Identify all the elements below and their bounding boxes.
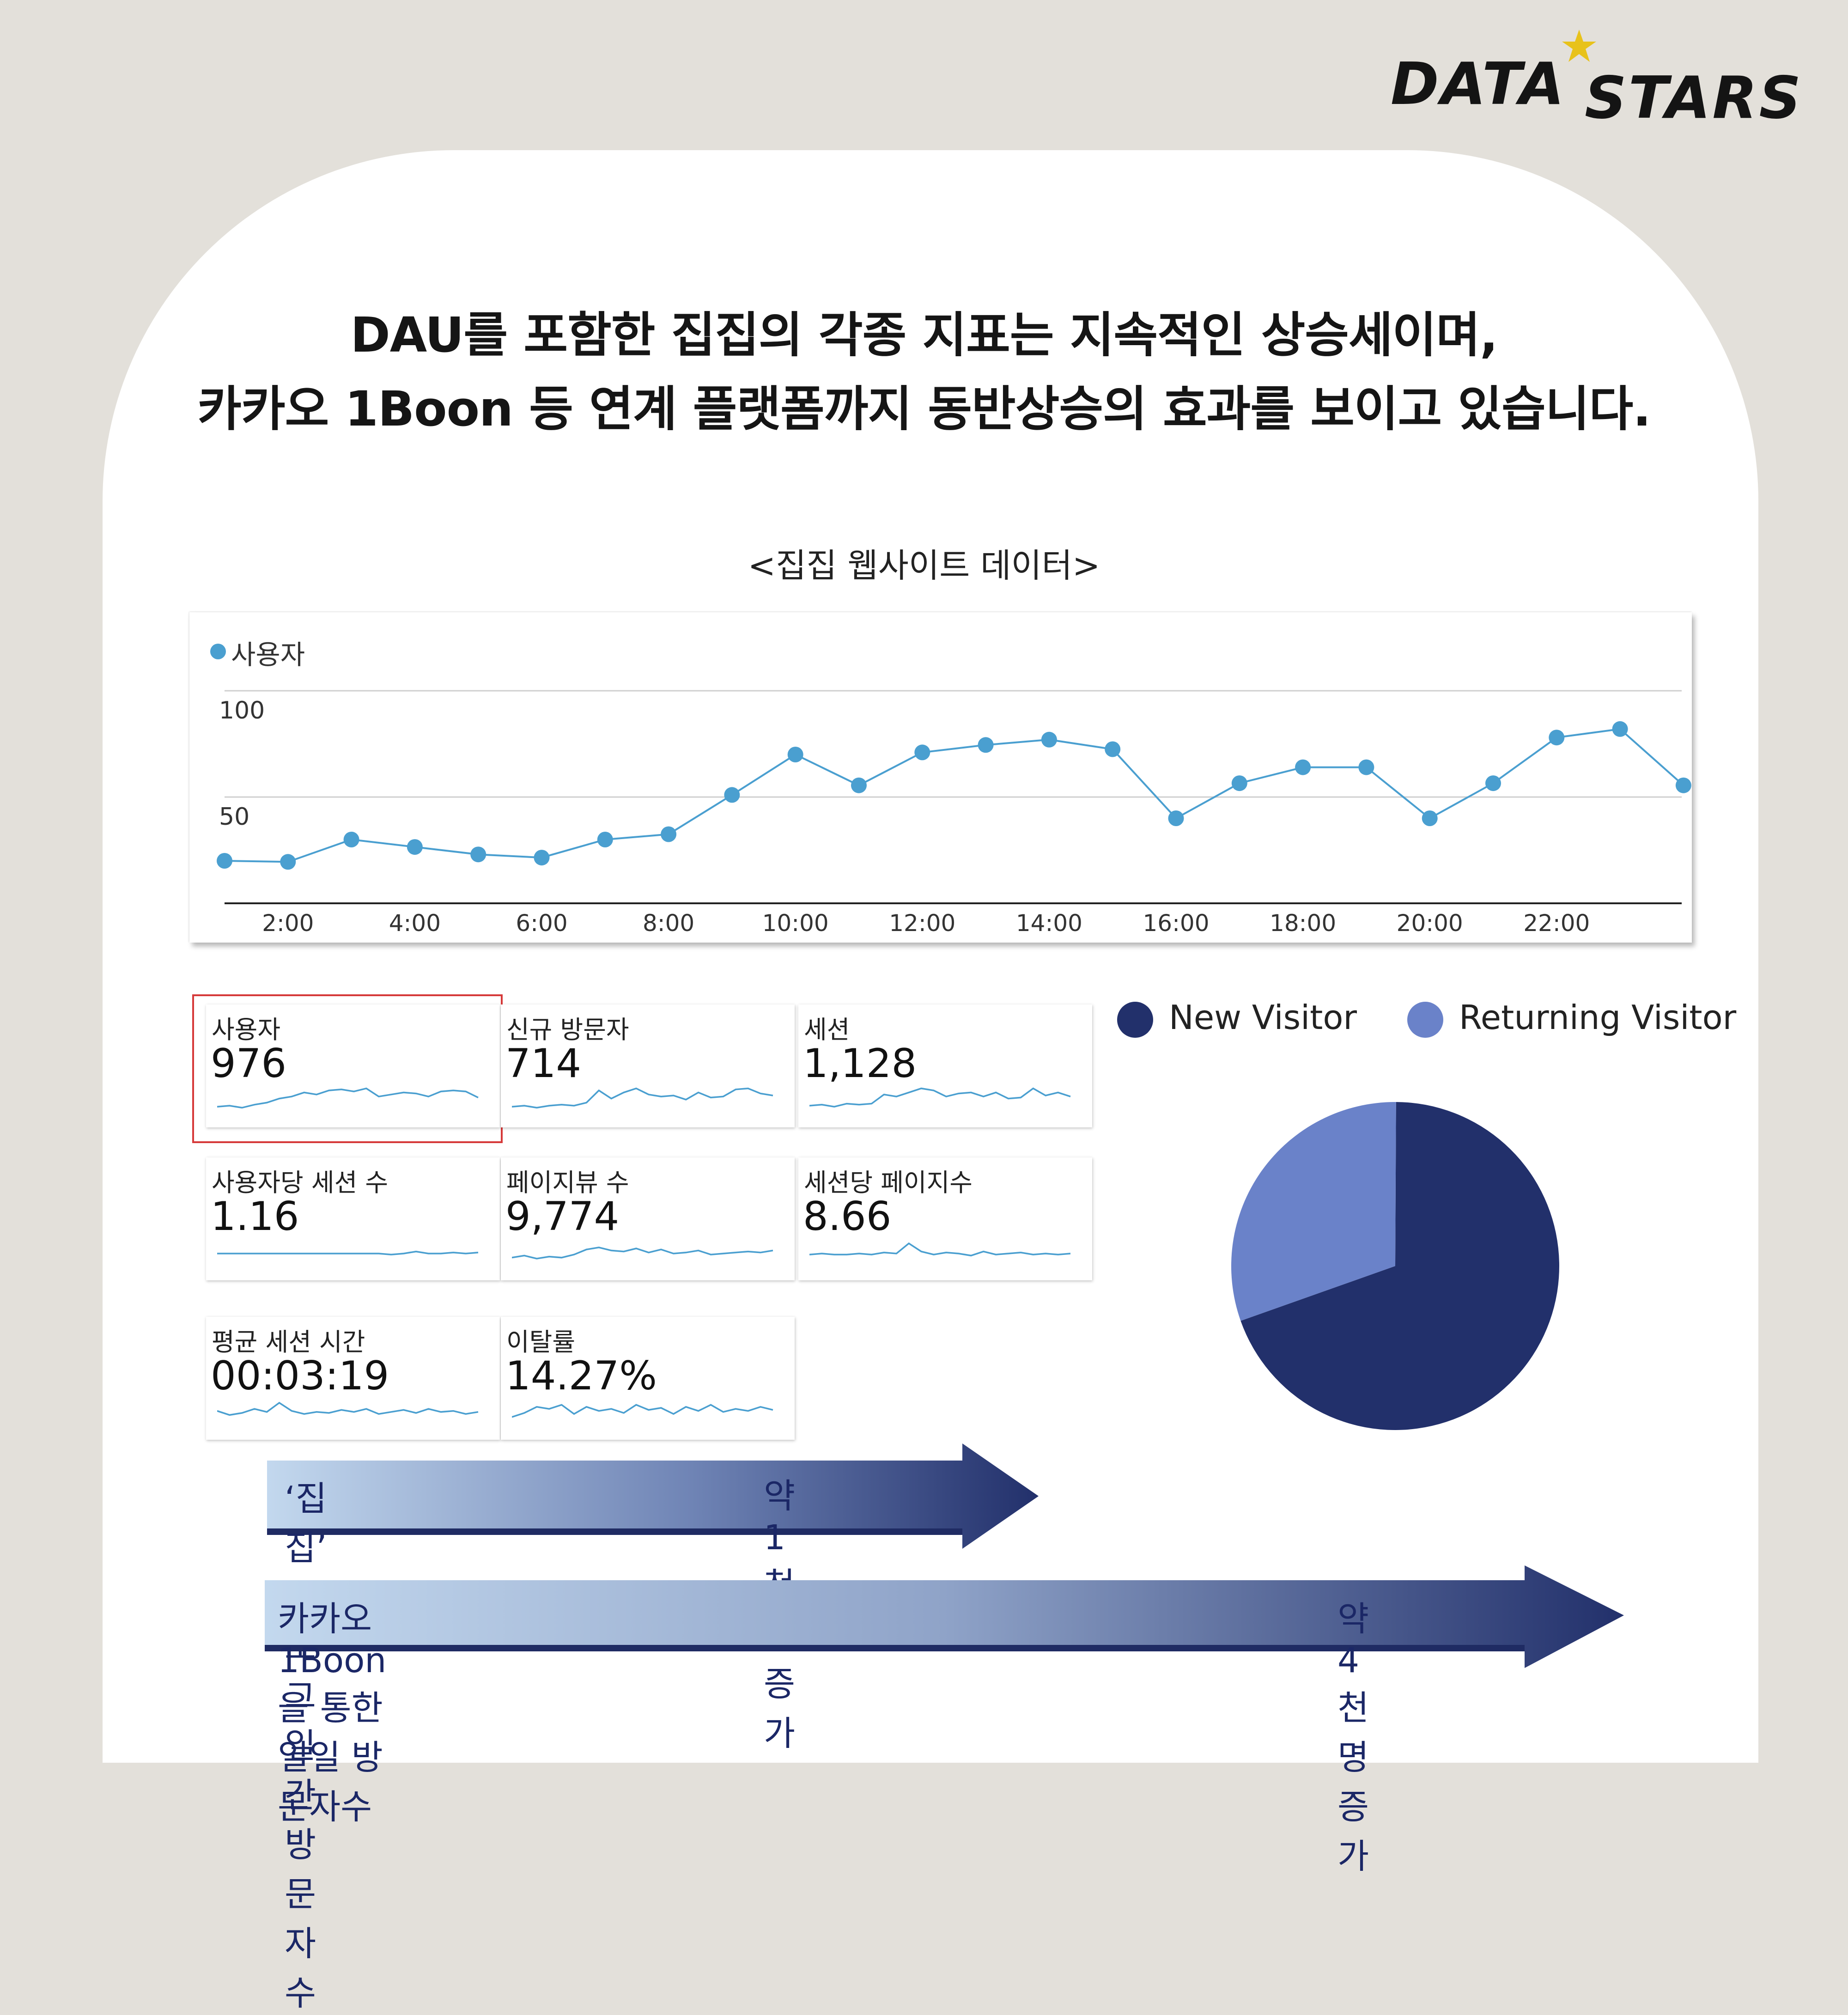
users-data-point[interactable] <box>534 850 550 866</box>
metric-label: 평균 세션 시간 <box>212 1327 365 1357</box>
users-data-point[interactable] <box>343 832 359 847</box>
metric-label: 세션당 페이지수 <box>804 1168 973 1197</box>
users-data-point[interactable] <box>787 747 803 762</box>
y-tick-label: 50 <box>219 803 249 831</box>
users-data-point[interactable] <box>1358 759 1374 775</box>
x-tick-label: 18:00 <box>1270 910 1336 937</box>
metric-label: 사용자 <box>212 1015 281 1044</box>
x-tick-label: 12:00 <box>889 910 955 937</box>
metric-tile-pageviews[interactable]: 페이지뷰 수 9,774 <box>501 1157 795 1280</box>
pie-legend-new: New Visitor <box>1117 998 1357 1038</box>
metric-label: 세션 <box>804 1015 850 1044</box>
metric-tile-users[interactable]: 사용자 976 <box>206 1004 500 1127</box>
users-data-point[interactable] <box>407 839 423 855</box>
users-data-point[interactable] <box>470 846 486 863</box>
pie-chart <box>1231 1102 1559 1430</box>
metric-value: 1,128 <box>803 1041 917 1087</box>
sparkline <box>809 1087 1071 1108</box>
users-data-point[interactable] <box>978 737 994 753</box>
pie-legend-dot-returning <box>1407 1002 1443 1038</box>
metric-value: 14.27% <box>505 1353 657 1399</box>
line-chart: 100 50 2:00 4:00 6:00 8:00 10:00 12:00 14:00 16:0… <box>217 690 1691 937</box>
users-data-point[interactable] <box>1168 810 1184 826</box>
x-tick-label: 10:00 <box>762 910 829 937</box>
users-data-point[interactable] <box>1485 775 1501 791</box>
headline-line-2: 카카오 1Boon 등 연계 플랫폼까지 동반상승의 효과를 보이고 있습니다. <box>197 381 1651 437</box>
metric-label: 이탈률 <box>506 1327 576 1357</box>
x-tick-label: 4:00 <box>389 910 441 937</box>
legend-dot-users <box>210 644 226 659</box>
kakao-arrow-right-text: 약 4천명 증가 <box>1337 1599 1369 1876</box>
pie-legend-returning: Returning Visitor <box>1407 998 1736 1038</box>
metric-tile-bounce-rate[interactable]: 이탈률 14.27% <box>501 1317 795 1440</box>
metric-tile-new-visitors[interactable]: 신규 방문자 714 <box>501 1004 795 1127</box>
users-series-line <box>224 728 1684 863</box>
sparkline <box>512 1087 773 1109</box>
x-tick-label: 14:00 <box>1016 910 1082 937</box>
users-data-point[interactable] <box>597 832 613 847</box>
sparkline <box>512 1404 773 1418</box>
metric-value: 8.66 <box>803 1193 892 1240</box>
pie-slice-returning-visitor[interactable] <box>1231 1102 1396 1321</box>
metric-value: 714 <box>505 1041 582 1087</box>
sparkline <box>217 1250 479 1255</box>
star-icon <box>1562 30 1596 62</box>
users-data-point[interactable] <box>280 854 296 870</box>
section-title: <집집 웹사이트 데이터> <box>748 546 1100 585</box>
pie-legend-label-new: New Visitor <box>1169 998 1357 1037</box>
x-tick-label: 16:00 <box>1143 910 1209 937</box>
users-data-point[interactable] <box>851 777 867 793</box>
users-data-point[interactable] <box>724 787 740 803</box>
metric-label: 사용자당 세션 수 <box>212 1168 389 1197</box>
metric-value: 00:03:19 <box>211 1353 389 1399</box>
metric-label: 페이지뷰 수 <box>506 1168 629 1197</box>
pie-legend-dot-new <box>1117 1002 1153 1038</box>
sparkline <box>217 1401 479 1416</box>
users-data-point[interactable] <box>1422 810 1438 826</box>
logo-text-data: DATA <box>1391 50 1566 118</box>
metric-value: 9,774 <box>505 1193 620 1240</box>
users-data-point[interactable] <box>1612 721 1628 737</box>
users-data-point[interactable] <box>661 826 677 842</box>
users-data-point[interactable] <box>1231 775 1247 791</box>
metric-tile-pages-per-session[interactable]: 세션당 페이지수 8.66 <box>798 1157 1092 1280</box>
sparkline <box>512 1247 773 1260</box>
users-data-point[interactable] <box>1549 730 1565 746</box>
x-tick-label: 2:00 <box>262 910 314 937</box>
users-data-point[interactable] <box>217 853 232 869</box>
users-data-point[interactable] <box>1105 741 1121 757</box>
kakao-arrow-shape <box>265 1565 1624 1668</box>
metric-label: 신규 방문자 <box>506 1015 629 1044</box>
x-tick-label: 8:00 <box>643 910 694 937</box>
metric-value: 976 <box>211 1041 287 1087</box>
pie-slice-new-visitor[interactable] <box>1240 1102 1559 1430</box>
users-data-point[interactable] <box>1675 777 1691 793</box>
sparkline <box>217 1087 479 1109</box>
x-tick-label: 20:00 <box>1397 910 1463 937</box>
x-tick-label: 6:00 <box>516 910 567 937</box>
pie-legend-label-returning: Returning Visitor <box>1459 998 1737 1037</box>
line-chart-panel <box>189 612 1692 943</box>
users-data-point[interactable] <box>1295 759 1311 775</box>
users-data-point[interactable] <box>914 744 930 761</box>
datastars-logo: DATA STARS <box>1381 28 1801 132</box>
headline-line-1: DAU를 포함한 집집의 각종 지표는 지속적인 상승세이며, <box>350 307 1498 363</box>
metric-tile-sessions[interactable]: 세션 1,128 <box>798 1004 1092 1127</box>
legend-label-users: 사용자 <box>231 639 305 670</box>
sparkline <box>809 1242 1071 1257</box>
users-data-point[interactable] <box>1041 731 1057 748</box>
logo-text-stars: STARS <box>1585 64 1803 132</box>
kakao-arrow-left-text: 카카오 1Boon을 통한 일일 방문자수 <box>278 1599 387 1827</box>
metric-tile-sessions-per-user[interactable]: 사용자당 세션 수 1.16 <box>206 1157 500 1280</box>
y-tick-label: 100 <box>219 697 265 724</box>
metric-tile-avg-session-duration[interactable]: 평균 세션 시간 00:03:19 <box>206 1317 500 1440</box>
x-tick-label: 22:00 <box>1523 910 1590 937</box>
metric-value: 1.16 <box>211 1193 299 1240</box>
